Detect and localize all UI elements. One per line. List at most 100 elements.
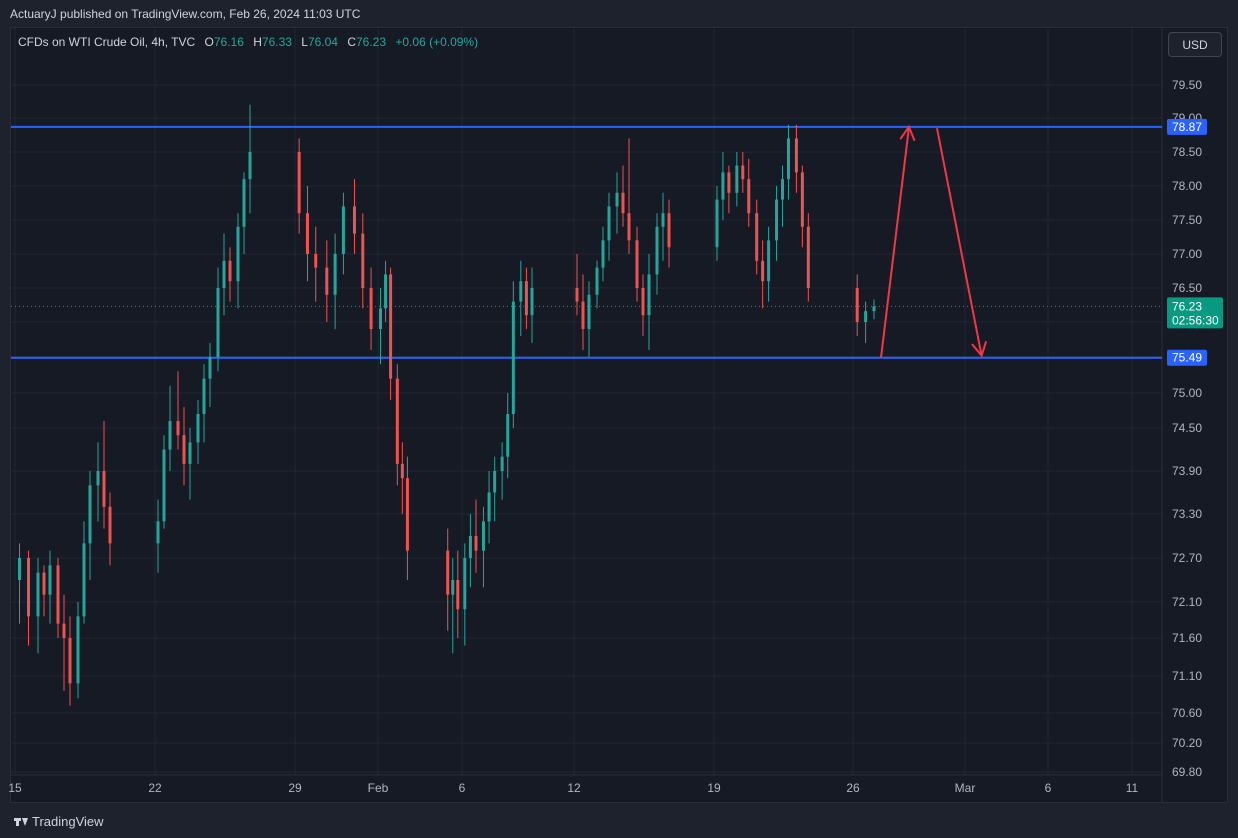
change-value: +0.06 (+0.09%) xyxy=(395,35,479,49)
arrow-shaft xyxy=(880,126,910,358)
candle-body xyxy=(621,192,625,214)
candle-body xyxy=(162,449,166,522)
candle-body xyxy=(641,288,645,316)
candle-body xyxy=(511,301,515,414)
candle-body xyxy=(384,274,388,309)
candle-body xyxy=(794,138,798,173)
candle xyxy=(511,281,515,428)
time-tick-label: 22 xyxy=(148,781,162,795)
candle xyxy=(352,179,356,254)
candle-body xyxy=(715,199,719,248)
candle xyxy=(607,192,611,261)
candle-body xyxy=(806,226,810,288)
candle-body xyxy=(333,254,337,295)
open-value: 76.16 xyxy=(213,35,244,49)
currency-button[interactable]: USD xyxy=(1168,32,1222,57)
candle xyxy=(188,428,192,500)
footer: TradingView xyxy=(0,806,1238,838)
badge-label: 78.87 xyxy=(1172,120,1202,134)
candle-body xyxy=(493,471,497,493)
price-tick-label: 79.50 xyxy=(1172,78,1202,92)
candle xyxy=(775,186,779,261)
candle-body xyxy=(395,378,399,464)
projection-arrow xyxy=(936,128,988,358)
candle-body xyxy=(305,213,309,254)
level-price-badge: 78.87 xyxy=(1167,118,1207,135)
chart-grid xyxy=(11,28,1163,803)
time-tick-label: 12 xyxy=(567,781,581,795)
time-axis: 15 22 29 Feb 6 12 19 26 Mar 6 11 xyxy=(8,781,1138,795)
candle-body xyxy=(36,572,40,617)
candle-body xyxy=(463,558,467,610)
projection-arrow xyxy=(880,124,916,358)
price-tick-label: 70.60 xyxy=(1172,706,1202,720)
candle-body xyxy=(76,616,80,684)
candle-body xyxy=(575,288,579,302)
candle-body xyxy=(587,294,591,329)
candle xyxy=(621,165,625,227)
candle xyxy=(82,521,86,624)
candle-body xyxy=(741,165,745,180)
candle xyxy=(641,274,645,336)
candle xyxy=(474,499,478,573)
time-tick-label: 26 xyxy=(846,781,860,795)
candle-body xyxy=(341,206,345,254)
candle-body xyxy=(872,306,876,312)
candle-body xyxy=(647,274,651,316)
candle xyxy=(463,543,467,646)
candle xyxy=(468,514,472,588)
price-tick-label: 71.60 xyxy=(1172,631,1202,645)
candle-body xyxy=(667,213,671,248)
badge-bg xyxy=(1167,297,1223,329)
candle-body xyxy=(188,442,192,464)
candle xyxy=(361,213,365,309)
candle-body xyxy=(62,623,66,638)
candle-body xyxy=(735,165,739,193)
candle xyxy=(493,456,497,522)
candle-body xyxy=(524,281,528,316)
candle-body xyxy=(208,357,212,379)
level-price-badge: 75.49 xyxy=(1167,349,1207,366)
candle-body xyxy=(202,378,206,414)
symbol-name[interactable]: CFDs on WTI Crude Oil, 4h, TVC xyxy=(18,35,196,49)
candle-body xyxy=(781,179,785,200)
candle xyxy=(855,274,859,336)
candle xyxy=(627,138,631,254)
tradingview-logo-icon xyxy=(14,817,28,827)
candle-body xyxy=(88,485,92,544)
candle xyxy=(27,550,30,646)
price-tick-label: 69.80 xyxy=(1172,765,1202,779)
candle-body xyxy=(864,311,868,322)
low-value: 76.04 xyxy=(307,35,338,49)
chart-frame[interactable] xyxy=(10,27,1228,803)
candle-body xyxy=(325,267,329,295)
publisher-bar: ActuaryJ published on TradingView.com, F… xyxy=(0,0,1238,27)
price-tick-label: 76.50 xyxy=(1172,281,1202,295)
projection-arrows xyxy=(880,124,988,358)
candle xyxy=(76,602,80,699)
candle xyxy=(176,371,180,450)
candle xyxy=(162,435,166,529)
price-tick-label: 77.00 xyxy=(1172,247,1202,261)
high-value: 76.33 xyxy=(261,35,292,49)
candle xyxy=(48,550,52,624)
candle xyxy=(384,260,388,322)
last-price-label: 76.23 xyxy=(1172,299,1202,313)
candle xyxy=(794,124,798,193)
candle-body xyxy=(721,172,725,200)
candle-body xyxy=(487,492,491,522)
symbol-legend: CFDs on WTI Crude Oil, 4h, TVC O76.16 H7… xyxy=(18,35,478,49)
candle-body xyxy=(400,463,404,479)
candle xyxy=(102,421,106,529)
time-tick-label: Mar xyxy=(955,781,976,795)
arrow-head xyxy=(971,340,988,358)
publisher-line: ActuaryJ published on TradingView.com, F… xyxy=(10,7,361,21)
close-label: C xyxy=(347,35,356,49)
candle-body xyxy=(456,580,460,610)
candle xyxy=(18,543,21,624)
candle xyxy=(615,172,619,234)
tradingview-logo[interactable]: TradingView xyxy=(14,814,104,829)
candle xyxy=(36,558,40,654)
candle xyxy=(314,226,318,302)
